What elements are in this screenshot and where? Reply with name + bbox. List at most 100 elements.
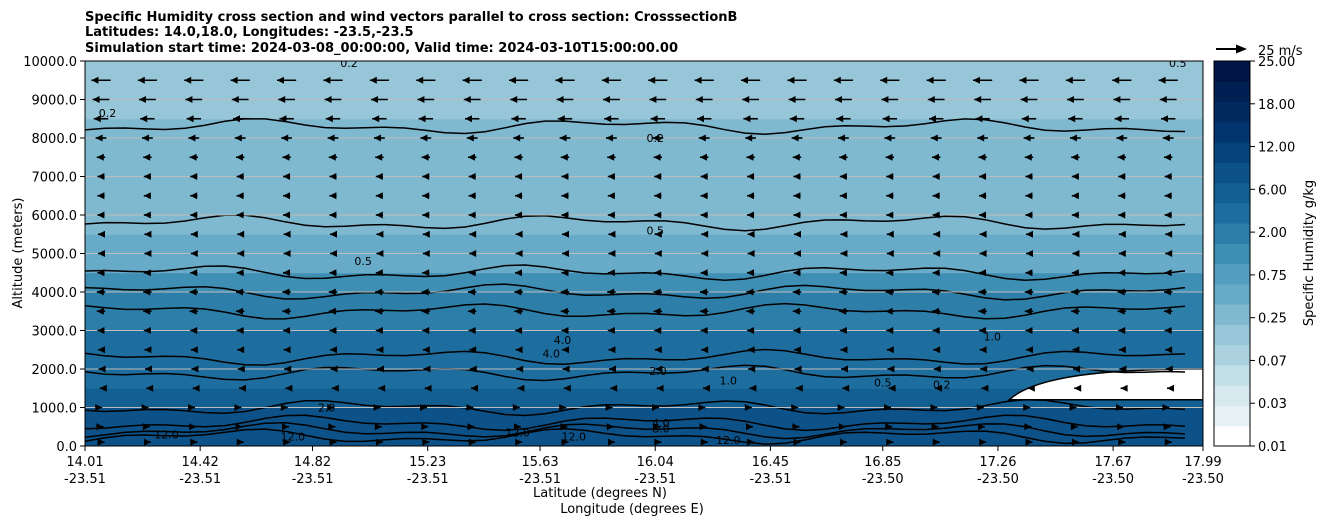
wind-arrowhead bbox=[840, 250, 848, 257]
wind-arrowhead bbox=[278, 96, 286, 103]
wind-arrowhead bbox=[653, 288, 661, 296]
wind-arrowhead bbox=[839, 153, 847, 161]
wind-arrowhead bbox=[468, 438, 476, 446]
colorbar-swatch bbox=[1214, 304, 1250, 325]
wind-arrowhead bbox=[932, 307, 939, 315]
wind-arrowhead bbox=[979, 211, 986, 219]
wind-arrowhead bbox=[701, 250, 709, 257]
wind-arrowhead bbox=[974, 96, 982, 103]
wind-arrowhead bbox=[375, 153, 383, 161]
wind-arrowhead bbox=[700, 153, 707, 161]
contour-label: 4.0 bbox=[543, 348, 561, 361]
wind-arrowhead bbox=[793, 438, 801, 446]
wind-arrowhead bbox=[933, 346, 941, 354]
wind-arrowhead bbox=[514, 423, 521, 431]
wind-arrowhead bbox=[330, 230, 337, 238]
wind-arrowhead bbox=[510, 96, 518, 103]
wind-arrowhead bbox=[929, 115, 936, 123]
wind-arrowhead bbox=[375, 327, 383, 334]
wind-arrowhead bbox=[1070, 134, 1077, 142]
wind-arrowhead bbox=[237, 250, 245, 257]
wind-arrowhead bbox=[1165, 230, 1173, 238]
humidity-band bbox=[85, 388, 1203, 408]
wind-arrowhead bbox=[880, 76, 888, 84]
wind-arrowhead bbox=[697, 115, 704, 123]
wind-arrowhead bbox=[701, 230, 709, 238]
wind-arrowhead bbox=[1162, 134, 1170, 142]
wind-arrowhead bbox=[469, 230, 477, 238]
wind-arrowhead bbox=[514, 153, 522, 161]
wind-arrowhead bbox=[840, 230, 848, 238]
wind-arrowhead bbox=[1116, 134, 1124, 142]
humidity-band bbox=[85, 176, 1203, 235]
wind-arrowhead bbox=[283, 327, 290, 334]
wind-arrowhead bbox=[377, 365, 384, 373]
wind-arrowhead bbox=[1164, 269, 1172, 277]
wind-arrowhead bbox=[233, 115, 240, 123]
contour-label: 0.2 bbox=[340, 57, 358, 70]
wind-arrowhead bbox=[421, 153, 429, 161]
wind-arrowhead bbox=[978, 288, 986, 296]
wind-arrowhead bbox=[1019, 76, 1027, 84]
wind-arrowhead bbox=[97, 192, 105, 200]
wind-arrowhead bbox=[423, 365, 431, 373]
wind-arrowhead bbox=[422, 173, 430, 180]
wind-arrowhead bbox=[606, 423, 614, 431]
wind-arrowhead bbox=[656, 384, 664, 392]
y-tick-label: 8000.0 bbox=[32, 132, 78, 147]
wind-arrowhead bbox=[97, 211, 105, 219]
wind-arrowhead bbox=[137, 76, 145, 84]
wind-arrowhead bbox=[515, 269, 522, 277]
wind-arrowhead bbox=[648, 76, 656, 84]
wind-arrowhead bbox=[653, 423, 661, 431]
wind-arrowhead bbox=[1112, 76, 1120, 84]
wind-arrowhead bbox=[139, 96, 146, 103]
wind-arrowhead bbox=[1117, 423, 1125, 431]
wind-arrowhead bbox=[144, 346, 152, 354]
wind-arrowhead bbox=[284, 365, 292, 373]
wind-arrowhead bbox=[95, 134, 103, 142]
wind-arrowhead bbox=[792, 423, 800, 431]
wind-arrowhead bbox=[886, 346, 894, 354]
wind-arrowhead bbox=[1065, 76, 1073, 84]
contour-label: 1.0 bbox=[984, 330, 1002, 343]
wind-arrowhead bbox=[694, 76, 702, 84]
wind-arrowhead bbox=[606, 134, 613, 142]
wind-arrowhead bbox=[608, 250, 616, 257]
wind-arrowhead bbox=[279, 115, 287, 123]
wind-arrowhead bbox=[324, 96, 332, 103]
colorbar-swatch bbox=[1214, 263, 1250, 285]
wind-arrowhead bbox=[462, 76, 470, 84]
wind-arrowhead bbox=[283, 230, 291, 238]
x-tick-label: -23.50 bbox=[977, 472, 1019, 487]
wind-arrowhead bbox=[190, 250, 198, 257]
wind-arrowhead bbox=[99, 384, 107, 392]
y-tick-label: 2000.0 bbox=[32, 363, 78, 378]
colorbar-swatch bbox=[1214, 142, 1250, 163]
wind-arrowhead bbox=[978, 307, 986, 315]
wind-arrowhead bbox=[1161, 115, 1168, 123]
wind-arrowhead bbox=[788, 96, 796, 103]
wind-arrowhead bbox=[1071, 288, 1079, 296]
wind-arrowhead bbox=[230, 76, 238, 84]
colorbar-swatch bbox=[1214, 425, 1250, 447]
wind-arrowhead bbox=[793, 173, 801, 180]
contour-lines bbox=[85, 118, 1186, 445]
wind-arrowhead bbox=[700, 192, 708, 200]
contour-label: 0.5 bbox=[354, 255, 372, 268]
wind-arrowhead bbox=[885, 288, 893, 296]
wind-arrowhead bbox=[1117, 153, 1125, 161]
wind-arrowhead bbox=[881, 96, 889, 103]
wind-arrowhead bbox=[747, 269, 754, 277]
x-tick-label: 17.67 bbox=[1095, 455, 1132, 470]
wind-arrowhead bbox=[746, 288, 754, 296]
wind-arrowhead bbox=[607, 327, 615, 334]
wind-arrowhead bbox=[236, 211, 244, 219]
wind-arrowhead bbox=[231, 96, 239, 103]
wind-arrowhead bbox=[973, 76, 980, 84]
x-tick-label: -23.51 bbox=[64, 472, 106, 487]
wind-arrowhead bbox=[610, 384, 618, 392]
wind-vectors bbox=[91, 76, 1178, 446]
wind-arrowhead bbox=[1118, 173, 1126, 180]
wind-arrowhead bbox=[1165, 365, 1173, 373]
